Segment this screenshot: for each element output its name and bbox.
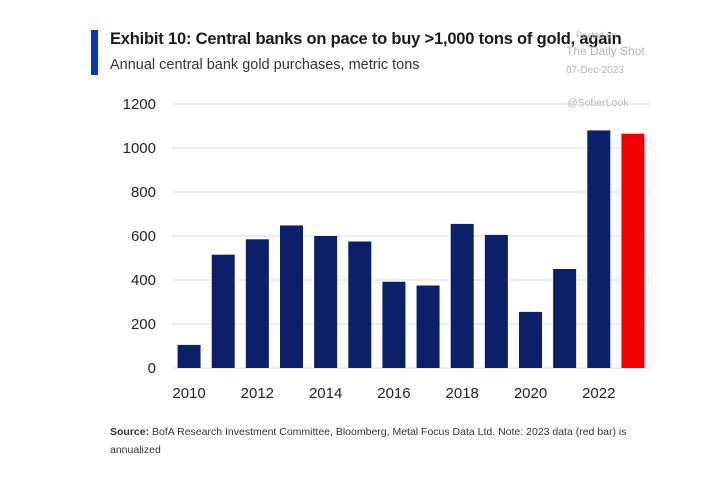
bar-2011 (211, 254, 235, 368)
x-tick-label-2010: 2010 (172, 385, 205, 402)
y-tick-label-0: 0 (148, 360, 156, 377)
y-tick-label-200: 200 (131, 316, 156, 333)
bar-2021 (553, 269, 577, 368)
x-tick-label-2016: 2016 (377, 385, 410, 402)
bar-2013 (280, 225, 303, 368)
x-tick-label-2012: 2012 (241, 385, 274, 402)
source-text: BofA Research Investment Committee, Bloo… (110, 426, 627, 456)
watermark-posted-on: Posted on (576, 30, 617, 40)
x-tick-label-2020: 2020 (514, 385, 547, 402)
y-tick-label-800: 800 (131, 184, 156, 201)
y-tick-label-400: 400 (131, 272, 156, 289)
bar-2014 (314, 236, 338, 368)
watermark-handle: @SoberLook (567, 97, 629, 109)
source-label: Source: (110, 426, 150, 438)
x-tick-label-2022: 2022 (582, 385, 615, 402)
bar-2018 (450, 223, 474, 368)
title-accent-bar (91, 30, 98, 75)
source-note: Source: BofA Research Investment Committ… (110, 423, 630, 459)
bar-2017 (416, 285, 440, 368)
bar-2023 (621, 133, 645, 368)
bar-2020 (519, 311, 542, 368)
y-tick-label-1000: 1000 (123, 140, 156, 157)
watermark-date: 07-Dec-2023 (566, 65, 624, 76)
chart-subtitle: Annual central bank gold purchases, metr… (110, 57, 420, 73)
x-tick-label-2014: 2014 (309, 385, 342, 402)
bar-2012 (245, 239, 269, 368)
chart-title: Exhibit 10: Central banks on pace to buy… (110, 30, 622, 48)
watermark-source: The Daily Shot (566, 44, 645, 58)
y-tick-label-600: 600 (131, 228, 156, 245)
x-tick-label-2018: 2018 (446, 385, 479, 402)
bar-2022 (587, 130, 611, 368)
y-tick-label-1200: 1200 (123, 96, 156, 113)
bar-2016 (382, 281, 406, 368)
bar-2015 (348, 241, 372, 368)
bar-2010 (177, 344, 201, 368)
bar-2019 (484, 234, 508, 368)
